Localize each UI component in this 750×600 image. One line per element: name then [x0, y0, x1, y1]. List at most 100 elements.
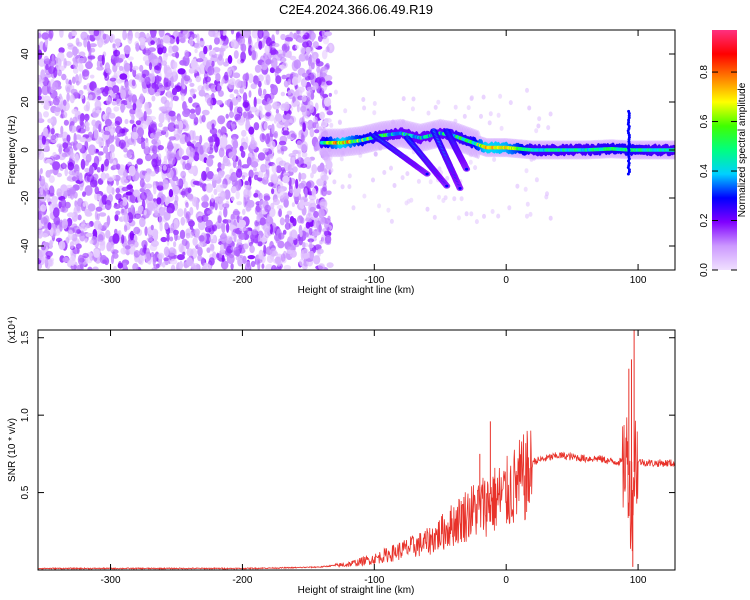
noise-cell — [132, 102, 137, 111]
noise-cell — [276, 188, 285, 199]
noise-cell — [322, 93, 329, 99]
noise-speck — [528, 211, 533, 217]
noise-speck — [411, 96, 416, 102]
noise-speck — [469, 95, 474, 101]
noise-cell — [241, 129, 247, 137]
noise-cell — [257, 241, 263, 247]
noise-cell — [127, 56, 134, 61]
noise-cell — [123, 225, 128, 232]
spectrogram-signal — [318, 109, 675, 191]
noise-cell — [90, 47, 96, 53]
noise-cell — [261, 263, 265, 270]
noise-cell — [180, 170, 187, 179]
noise-cell — [58, 133, 63, 138]
noise-cell — [129, 119, 135, 124]
noise-cell — [278, 208, 282, 218]
noise-cell — [185, 240, 190, 250]
noise-cell — [227, 68, 233, 76]
noise-cell — [69, 241, 74, 250]
noise-speck — [416, 178, 421, 184]
noise-cell — [94, 100, 102, 110]
noise-cell — [77, 197, 84, 208]
noise-cell — [66, 217, 73, 227]
noise-cell — [144, 102, 149, 112]
noise-cell — [270, 57, 278, 69]
noise-cell — [194, 48, 198, 54]
noise-cell — [238, 232, 246, 240]
noise-speck — [456, 215, 461, 221]
noise-cell — [206, 171, 214, 180]
noise-cell — [202, 142, 210, 154]
noise-cell — [69, 255, 76, 267]
noise-cell — [203, 194, 209, 202]
noise-cell — [70, 88, 78, 95]
noise-cell — [63, 119, 69, 126]
noise-cell — [193, 116, 199, 126]
noise-cell — [282, 175, 290, 184]
noise-cell — [286, 210, 293, 216]
noise-cell — [199, 235, 205, 242]
noise-cell — [164, 222, 169, 230]
noise-cell — [298, 200, 304, 209]
noise-cell — [174, 230, 178, 242]
noise-cell — [66, 134, 71, 143]
noise-cell — [208, 44, 213, 51]
noise-cell — [247, 255, 256, 260]
noise-cell — [264, 204, 271, 213]
noise-cell — [264, 103, 272, 112]
noise-cell — [301, 94, 307, 102]
noise-cell — [272, 42, 280, 48]
noise-cell — [187, 187, 192, 194]
noise-cell — [326, 160, 333, 170]
noise-cell — [205, 219, 213, 229]
noise-cell — [150, 123, 157, 133]
noise-cell — [144, 226, 148, 236]
noise-cell — [78, 63, 84, 72]
noise-cell — [210, 194, 214, 203]
noise-cell — [170, 264, 176, 270]
noise-cell — [157, 47, 164, 55]
y-tick-label: 1.0 — [20, 408, 31, 422]
noise-cell — [168, 136, 176, 141]
noise-cell — [179, 85, 187, 97]
noise-cell — [177, 68, 186, 75]
noise-cell — [45, 194, 51, 201]
noise-speck — [371, 177, 375, 183]
noise-cell — [250, 83, 257, 90]
noise-cell — [115, 187, 121, 194]
noise-cell — [270, 202, 275, 209]
noise-cell — [72, 46, 78, 56]
noise-cell — [308, 227, 313, 236]
noise-cell — [256, 213, 261, 223]
noise-cell — [40, 204, 47, 212]
noise-cell — [139, 191, 148, 201]
noise-cell — [130, 204, 135, 215]
noise-cell — [133, 226, 141, 235]
noise-cell — [217, 215, 222, 224]
noise-cell — [56, 188, 62, 198]
noise-cell — [292, 149, 299, 155]
noise-speck — [482, 213, 486, 219]
noise-cell — [275, 113, 282, 122]
noise-cell — [285, 113, 291, 120]
noise-cell — [97, 95, 102, 101]
noise-cell — [242, 208, 246, 215]
noise-speck — [392, 183, 397, 188]
spectrogram-noise-field — [38, 30, 553, 270]
noise-cell — [230, 213, 235, 220]
noise-cell — [61, 73, 67, 81]
noise-cell — [47, 222, 52, 231]
noise-cell — [257, 80, 262, 88]
noise-cell — [76, 80, 80, 86]
noise-cell — [197, 242, 204, 248]
noise-cell — [241, 175, 246, 180]
noise-cell — [250, 260, 256, 268]
noise-cell — [298, 53, 307, 62]
noise-cell — [291, 157, 295, 168]
noise-cell — [235, 79, 242, 89]
noise-cell — [110, 128, 114, 136]
noise-speck — [492, 157, 497, 162]
noise-cell — [52, 151, 57, 158]
noise-cell — [44, 73, 53, 78]
y-tick-label: 0.5 — [20, 485, 31, 499]
